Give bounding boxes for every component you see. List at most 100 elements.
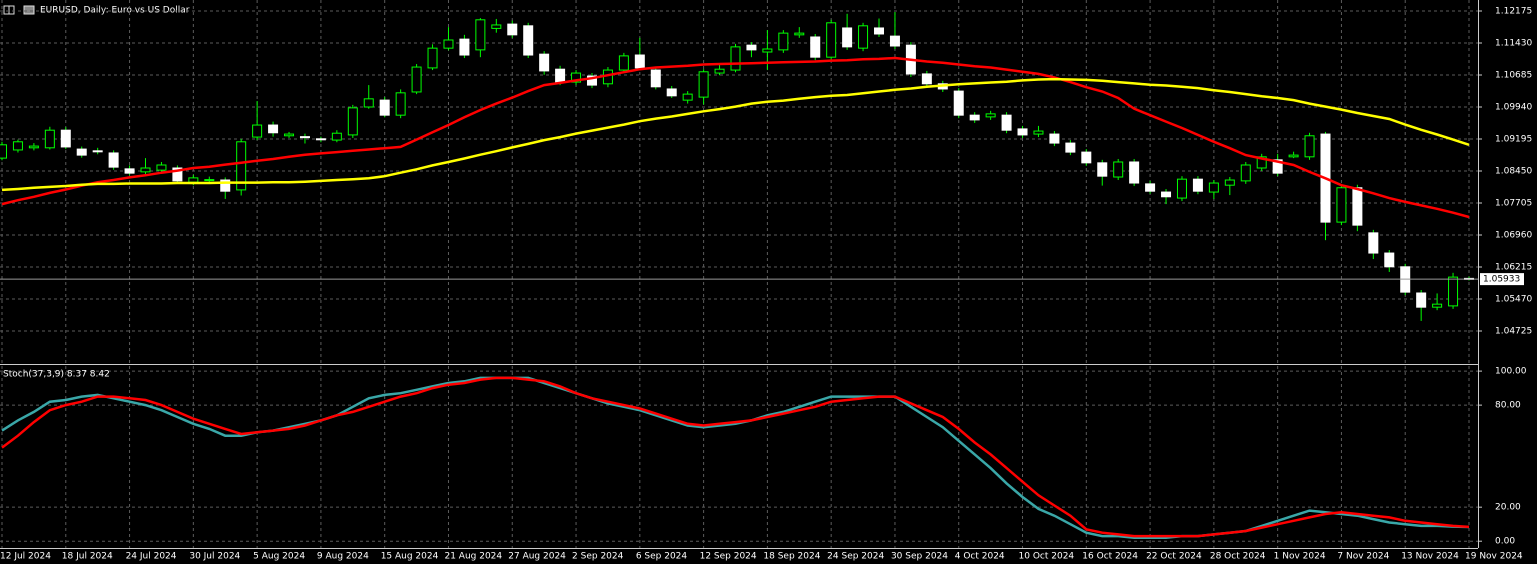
x-tick-label: 28 Oct 2024 xyxy=(1210,552,1266,562)
candle-body xyxy=(379,99,390,116)
candle-body xyxy=(746,44,757,51)
candle-body xyxy=(1176,178,1187,199)
candle-body xyxy=(1304,135,1315,158)
candle-body xyxy=(985,113,996,118)
candle-body xyxy=(236,141,247,191)
candle-body xyxy=(634,54,645,69)
y-tick-label: 0.00 xyxy=(1495,537,1515,547)
candle-body xyxy=(842,27,853,48)
candle-body xyxy=(395,92,406,116)
y-tick-label: 1.07705 xyxy=(1495,199,1532,209)
x-tick-label: 6 Sep 2024 xyxy=(636,552,688,562)
candle-body xyxy=(363,98,374,108)
candle-body xyxy=(1336,187,1347,223)
candle-body xyxy=(762,48,773,53)
candle-body xyxy=(1432,303,1443,308)
y-tick-label: 1.04725 xyxy=(1495,327,1532,337)
x-tick-label: 13 Nov 2024 xyxy=(1401,552,1459,562)
candle-body xyxy=(140,167,151,173)
x-tick-label: 10 Oct 2024 xyxy=(1019,552,1075,562)
candle-body xyxy=(810,36,821,58)
candle-body xyxy=(586,75,597,86)
candle-body xyxy=(889,35,900,47)
indicator-line xyxy=(1,77,1470,192)
candle-body xyxy=(12,141,23,151)
x-tick-label: 5 Aug 2024 xyxy=(253,552,305,562)
candle-body xyxy=(1017,128,1028,136)
candle-body xyxy=(108,152,119,168)
x-tick-label: 19 Nov 2024 xyxy=(1465,552,1523,562)
candle-body xyxy=(555,68,566,83)
candle-body xyxy=(156,164,167,171)
candle-body xyxy=(76,148,87,156)
indicator-line xyxy=(1,376,1470,538)
x-tick-label: 18 Sep 2024 xyxy=(763,552,820,562)
candle-body xyxy=(284,133,295,137)
candle-body xyxy=(411,66,422,93)
candle-body xyxy=(539,53,550,72)
x-tick-label: 27 Aug 2024 xyxy=(508,552,566,562)
x-tick-label: 12 Sep 2024 xyxy=(700,552,757,562)
x-tick-label: 16 Oct 2024 xyxy=(1082,552,1138,562)
y-tick-label: 1.09940 xyxy=(1495,103,1532,113)
y-tick-label: 1.11430 xyxy=(1495,38,1532,48)
x-tick-label: 15 Aug 2024 xyxy=(381,552,439,562)
y-tick-label: 1.12175 xyxy=(1495,6,1532,16)
candle-body xyxy=(778,32,789,51)
icon xyxy=(23,5,35,15)
candle-body xyxy=(124,168,135,174)
candle-body xyxy=(874,27,885,35)
current-price-label: 1.05933 xyxy=(1483,275,1520,285)
candle-body xyxy=(794,32,805,36)
y-tick-label: 1.05470 xyxy=(1495,295,1532,305)
candle-body xyxy=(618,55,629,71)
candle-body xyxy=(1145,183,1156,192)
candle-body xyxy=(0,144,7,159)
candle-body xyxy=(571,72,582,83)
candle-body xyxy=(1033,130,1044,135)
candle-body xyxy=(299,136,310,139)
candle-body xyxy=(666,88,677,97)
candle-body xyxy=(188,177,199,183)
candle-body xyxy=(1049,133,1060,144)
indicator-line xyxy=(1,56,1470,219)
candle-body xyxy=(204,179,215,182)
candle-body xyxy=(650,69,661,88)
y-tick-label: 1.08450 xyxy=(1495,167,1532,177)
candle-body xyxy=(443,39,454,49)
candle-body xyxy=(1192,178,1203,192)
indicator-title: Stoch(37,3,9) 8.37 8.42 xyxy=(3,370,110,380)
candle-body xyxy=(268,124,279,134)
x-tick-label: 18 Jul 2024 xyxy=(62,552,113,562)
x-tick-label: 21 Aug 2024 xyxy=(444,552,502,562)
candle-body xyxy=(1113,161,1124,178)
x-tick-label: 24 Jul 2024 xyxy=(126,552,177,562)
x-tick-label: 1 Nov 2024 xyxy=(1274,552,1326,562)
candle-body xyxy=(347,107,358,136)
candle-body xyxy=(44,129,55,149)
candle-body xyxy=(953,90,964,116)
x-tick-label: 7 Nov 2024 xyxy=(1337,552,1389,562)
current-price-box xyxy=(1480,273,1524,286)
candle-body xyxy=(331,132,342,141)
candle-body xyxy=(475,19,486,51)
candle-body xyxy=(1065,142,1076,153)
candle-body xyxy=(826,22,837,58)
candle-body xyxy=(491,24,502,29)
candle-body xyxy=(969,114,980,121)
candle-body xyxy=(220,179,231,192)
candle-body xyxy=(730,46,741,71)
candle-body xyxy=(858,25,869,49)
y-tick-label: 20.00 xyxy=(1495,503,1521,513)
y-tick-label: 1.10685 xyxy=(1495,70,1532,80)
candle-body xyxy=(172,167,183,182)
candle-body xyxy=(459,38,470,56)
candle-body xyxy=(1288,154,1299,158)
candle-body xyxy=(1448,276,1459,307)
y-tick-label: 1.06215 xyxy=(1495,263,1532,273)
candle-body xyxy=(714,68,725,74)
y-tick-label: 100.00 xyxy=(1495,367,1527,377)
candle-body xyxy=(1097,162,1108,177)
